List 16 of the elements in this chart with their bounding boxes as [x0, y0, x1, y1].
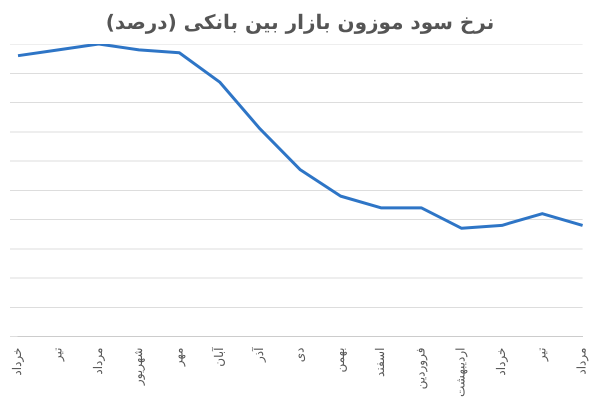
x-tick-label: مرداد [90, 348, 105, 375]
x-tick-label: خرداد [10, 348, 24, 376]
x-tick-label: آذر [251, 346, 266, 364]
x-tick-label: اردیبهشت [454, 348, 468, 397]
x-tick-label: دی [292, 348, 306, 362]
x-tick-label: اسفند [373, 348, 388, 377]
x-tick-label: شهریور [131, 348, 146, 386]
x-tick-label: فروردین [413, 348, 428, 390]
x-tick-label: بهمن [332, 348, 347, 372]
x-tick-label: مرداد [574, 348, 589, 375]
x-tick-label: خرداد [494, 348, 508, 376]
x-tick-label: تیر [50, 348, 64, 362]
x-tick-label: تیر [534, 348, 548, 362]
x-tick-label: آبان [210, 346, 226, 367]
chart-title: نرخ سود موزون بازار بین بانکی (درصد) [104, 9, 496, 36]
x-tick-label: مهر [171, 348, 186, 368]
